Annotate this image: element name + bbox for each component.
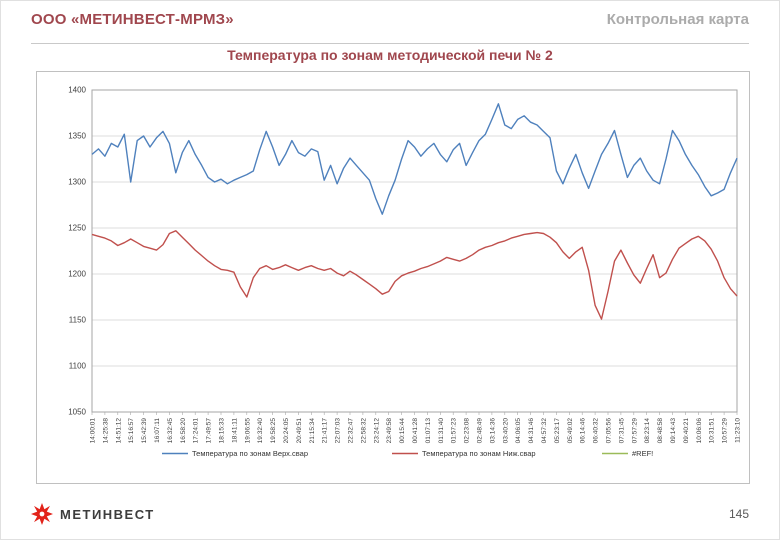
chart-title: Температура по зонам методической печи №… [227, 47, 553, 63]
x-tick-label: 09:14:43 [670, 418, 677, 444]
x-tick-label: 23:24:12 [373, 418, 380, 444]
plot-border [91, 89, 738, 413]
x-tick-label: 22:07:03 [335, 418, 342, 444]
company-name: ООО «МЕТИНВЕСТ-МРМЗ» [31, 11, 234, 28]
document-type: Контрольная карта [606, 11, 749, 28]
y-tick-label: 1150 [69, 316, 87, 325]
slide-footer: МЕТИНВЕСТ 145 [31, 501, 749, 527]
brand-logo: МЕТИНВЕСТ [31, 503, 155, 525]
x-tick-label: 03:40:20 [502, 418, 509, 444]
x-tick-label: 00:15:44 [399, 418, 406, 444]
x-tick-label: 10:57:29 [722, 418, 729, 444]
x-tick-label: 16:32:45 [167, 418, 174, 444]
y-tick-label: 1300 [68, 178, 86, 187]
x-tick-label: 14:51:12 [115, 418, 122, 444]
x-tick-label: 07:05:56 [606, 418, 613, 444]
x-tick-label: 16:07:11 [154, 418, 161, 443]
y-tick-label: 1350 [68, 132, 86, 141]
x-tick-label: 20:24:05 [283, 418, 290, 444]
x-tick-label: 04:31:46 [528, 418, 535, 444]
x-tick-label: 14:00:01 [90, 418, 97, 444]
x-tick-label: 15:16:57 [128, 418, 135, 444]
y-tick-label: 1100 [69, 362, 87, 371]
y-tick-label: 1400 [68, 86, 86, 95]
x-tick-label: 21:15:34 [309, 418, 316, 444]
x-tick-label: 15:42:39 [141, 418, 148, 444]
x-tick-label: 06:40:32 [593, 418, 600, 444]
x-tick-label: 10:06:06 [696, 418, 703, 444]
x-tick-label: 19:06:55 [244, 418, 251, 444]
slide-header: ООО «МЕТИНВЕСТ-МРМЗ» Контрольная карта [31, 11, 749, 44]
series-line-0 [91, 103, 738, 215]
temperature-line-chart: 1050 1100 1150 1200 1250 1300 1350 1400 14:00:01… [68, 86, 742, 459]
x-tick-label: 02:23:08 [464, 418, 471, 444]
metinvest-logo-icon [31, 503, 53, 525]
x-tick-label: 08:23:14 [644, 418, 651, 444]
y-tick-label: 1250 [68, 224, 86, 233]
x-tick-label: 03:14:36 [489, 418, 496, 444]
chart-card: 1050 1100 1150 1200 1250 1300 1350 1400 14:00:01… [36, 71, 750, 484]
x-tick-label: 16:58:20 [180, 418, 187, 444]
x-tick-label: 10:31:51 [709, 418, 716, 444]
x-tick-label: 22:32:47 [348, 418, 355, 444]
x-tick-label: 00:41:28 [412, 418, 419, 444]
x-tick-label: 17:24:01 [193, 418, 200, 444]
page-number: 145 [728, 507, 749, 521]
y-tick-label: 1050 [68, 408, 86, 417]
x-tick-label: 22:58:32 [360, 418, 367, 444]
x-tick-label: 05:49:02 [567, 418, 574, 444]
x-tick-label: 17:49:57 [206, 418, 213, 444]
x-tick-label: 23:49:58 [386, 418, 393, 444]
x-tick-label: 19:58:25 [270, 418, 277, 444]
x-tick-label: 11:23:10 [735, 418, 742, 443]
x-tick-label: 18:15:33 [219, 418, 226, 444]
x-tick-label: 02:48:49 [477, 418, 484, 444]
legend-label: Температура по зонам Верх.свар [192, 449, 308, 458]
legend-label: Температура по зонам Ниж.свар [422, 449, 536, 458]
x-tick-label: 08:48:58 [657, 418, 664, 444]
x-tick-label: 01:57:23 [451, 418, 458, 444]
series-line-1 [91, 230, 738, 320]
x-tick-label: 07:31:45 [618, 418, 625, 444]
x-tick-label: 21:41:17 [322, 418, 329, 444]
x-tick-label: 18:41:11 [231, 418, 238, 443]
x-tick-label: 05:23:17 [554, 418, 561, 444]
x-tick-label: 19:32:40 [257, 418, 264, 444]
x-tick-label: 20:49:51 [296, 418, 303, 444]
x-tick-label: 01:07:13 [425, 418, 432, 444]
x-tick-label: 14:25:38 [102, 418, 109, 444]
brand-name: МЕТИНВЕСТ [60, 506, 155, 522]
x-tick-label: 09:40:21 [683, 418, 690, 444]
x-tick-label: 01:31:40 [438, 418, 445, 444]
x-tick-label: 07:57:29 [631, 418, 638, 444]
x-tick-label: 06:14:46 [580, 418, 587, 444]
x-tick-label: 04:06:05 [515, 418, 522, 444]
x-tick-label: 04:57:32 [541, 418, 548, 444]
y-tick-label: 1200 [68, 270, 86, 279]
legend-label: #REF! [632, 449, 653, 458]
